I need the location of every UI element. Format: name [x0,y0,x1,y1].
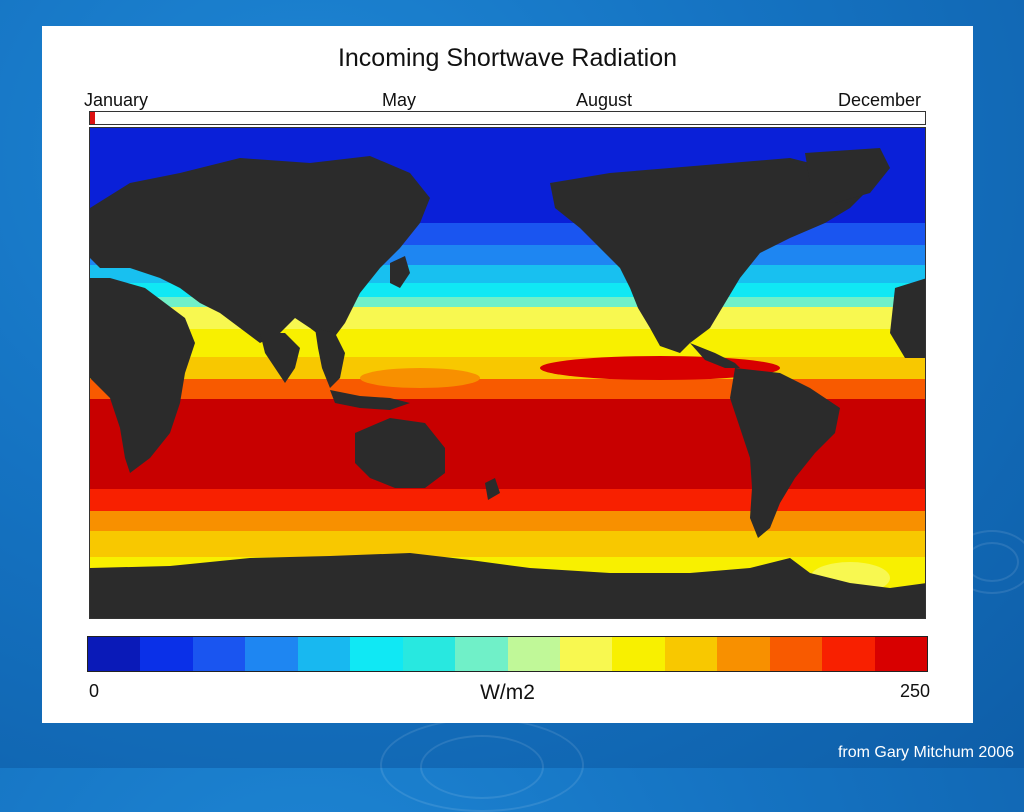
land-south-america [730,368,840,538]
credit-text: from Gary Mitchum 2006 [837,744,1014,761]
band-north-mid-3 [90,297,925,307]
colorbar [87,636,928,672]
land-indonesia [330,390,410,410]
current-month-marker [90,112,95,124]
land-australia [355,418,445,488]
band-south-sub-1 [90,489,925,511]
land-masses [90,148,925,618]
colorbar-min-label: 0 [89,681,100,701]
colorbar-swatch-7 [455,637,508,671]
colorbar-max-label: 250 [900,681,931,701]
land-central-america [690,343,740,368]
water-ripple-decoration [965,542,1019,582]
month-label-august: August [576,90,633,110]
colorbar-swatch-1 [140,637,193,671]
land-greenland [805,148,890,203]
water-ripple-decoration [420,735,544,799]
band-tropic-1 [90,357,925,379]
colorbar-swatch-14 [822,637,875,671]
colorbar-swatch-5 [350,637,403,671]
radiation-world-map [89,127,926,619]
land-africa-east-wrap [890,278,925,358]
month-label-may: May [382,90,417,110]
colorbar-swatch-15 [874,637,927,671]
colorbar-swatch-6 [402,637,456,671]
colorbar-swatch-0 [88,637,141,671]
colorbar-swatch-11 [664,637,718,671]
colorbar-swatch-10 [612,637,665,671]
land-japan [390,256,410,288]
colorbar-swatch-4 [297,637,351,671]
month-label-january: January [84,90,149,110]
land-antarctica [90,553,925,618]
colorbar-swatch-13 [769,637,823,671]
colorbar-swatch-8 [507,637,560,671]
land-eurasia [90,156,430,343]
patch-west-pacific [360,368,480,388]
land-se-asia [315,328,345,388]
land-india [260,333,300,383]
band-tropic-2 [90,379,925,399]
heatmap-svg [90,128,925,618]
colorbar-units-label: W/m2 [480,681,535,704]
band-south-mid-1 [90,531,925,557]
figure-panel: Incoming Shortwave Radiation January May… [42,26,973,723]
band-north-subtropic-2 [90,329,925,357]
land-north-america [550,158,870,353]
colorbar-swatch-2 [192,637,246,671]
colorbar-swatch-3 [245,637,298,671]
month-label-december: December [838,90,922,110]
month-timeline-bar [89,111,926,125]
colorbar-swatch-9 [559,637,613,671]
colorbar-swatch-12 [717,637,770,671]
land-new-zealand [485,478,500,500]
band-south-sub-2 [90,511,925,531]
figure-title: Incoming Shortwave Radiation [337,44,678,72]
land-africa [90,278,195,473]
